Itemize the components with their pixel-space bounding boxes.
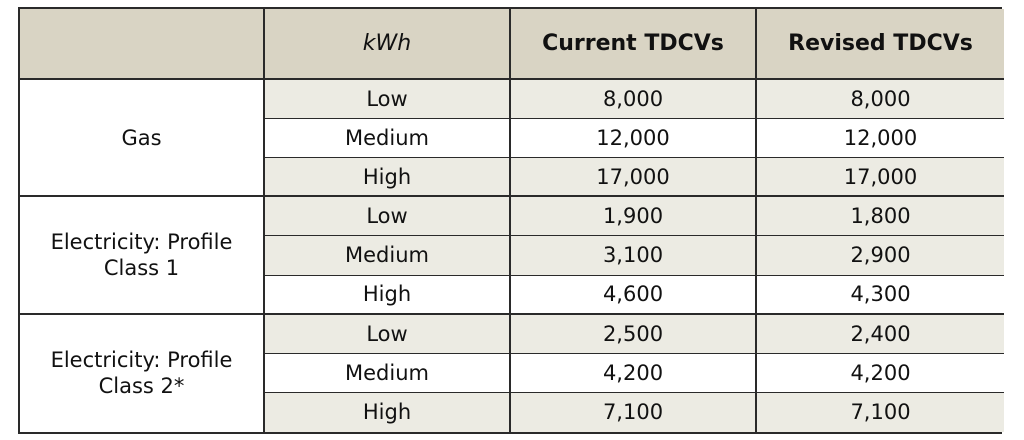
row-revised-value: 7,100 [757, 392, 1004, 432]
row-current-value: 17,000 [511, 158, 757, 198]
group-label-electricity-class-1: Electricity: Profile Class 1 [20, 197, 265, 315]
row-level: Low [265, 80, 511, 120]
row-revised-value: 8,000 [757, 80, 1004, 120]
header-current-tdcvs: Current TDCVs [511, 9, 757, 80]
header-kwh: kWh [265, 9, 511, 80]
row-current-value: 8,000 [511, 80, 757, 120]
row-revised-value: 4,300 [757, 275, 1004, 315]
row-revised-value: 2,900 [757, 236, 1004, 276]
row-revised-value: 4,200 [757, 353, 1004, 393]
header-revised-tdcvs: Revised TDCVs [757, 9, 1004, 80]
row-level: Medium [265, 353, 511, 393]
row-level: Low [265, 314, 511, 354]
group-label-electricity-class-2: Electricity: Profile Class 2* [20, 314, 265, 432]
row-level: Medium [265, 119, 511, 159]
row-level: Medium [265, 236, 511, 276]
row-revised-value: 1,800 [757, 197, 1004, 237]
row-revised-value: 12,000 [757, 119, 1004, 159]
row-level: Low [265, 197, 511, 237]
row-revised-value: 2,400 [757, 314, 1004, 354]
row-current-value: 7,100 [511, 392, 757, 432]
row-level: High [265, 275, 511, 315]
tdcv-table: kWh Current TDCVs Revised TDCVs Gas Low … [18, 7, 1004, 434]
row-level: High [265, 158, 511, 198]
header-empty-cell [20, 9, 265, 80]
row-current-value: 2,500 [511, 314, 757, 354]
row-current-value: 1,900 [511, 197, 757, 237]
row-level: High [265, 392, 511, 432]
group-label-gas: Gas [20, 80, 265, 198]
row-current-value: 4,200 [511, 353, 757, 393]
row-revised-value: 17,000 [757, 158, 1004, 198]
row-current-value: 4,600 [511, 275, 757, 315]
row-current-value: 12,000 [511, 119, 757, 159]
row-current-value: 3,100 [511, 236, 757, 276]
